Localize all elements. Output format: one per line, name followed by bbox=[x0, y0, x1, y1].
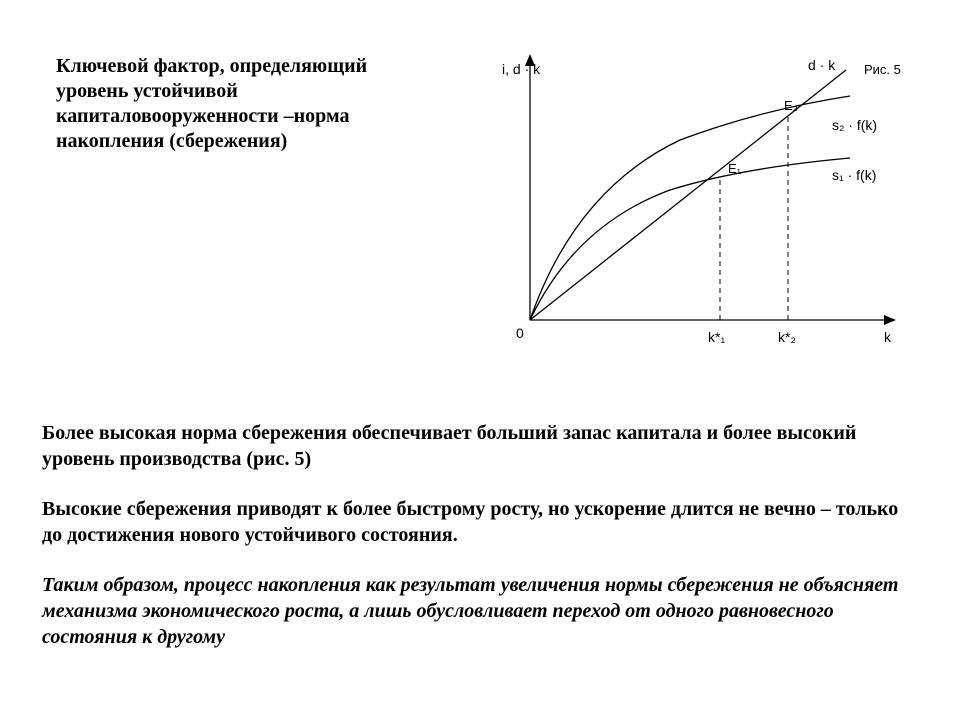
label-s2fk: s₂ · f(k) bbox=[832, 117, 877, 133]
label-e1: E₁ bbox=[728, 161, 742, 176]
y-axis-label: i, d · k bbox=[502, 61, 541, 77]
paragraph-2: Высокие сбережения приводят к более быст… bbox=[42, 496, 922, 548]
intro-paragraph: Ключевой фактор, определяющий уровень ус… bbox=[56, 54, 396, 154]
x-axis-arrow bbox=[884, 315, 896, 325]
body-text: Более высокая норма сбережения обеспечив… bbox=[42, 420, 922, 674]
curve-s2fk bbox=[530, 96, 850, 320]
page: Ключевой фактор, определяющий уровень ус… bbox=[0, 0, 960, 720]
paragraph-3: Таким образом, процесс накопления как ре… bbox=[42, 572, 922, 650]
x-tick-2: k*₂ bbox=[778, 329, 796, 345]
line-dk bbox=[530, 70, 846, 320]
chart-caption: Рис. 5 bbox=[864, 62, 901, 77]
solow-chart: E₁ E₂ d · k s₂ · f(k) s₁ · f(k) i, d · k… bbox=[480, 40, 910, 370]
label-e2: E₂ bbox=[784, 98, 798, 113]
x-tick-1: k*₁ bbox=[708, 329, 725, 345]
label-s1fk: s₁ · f(k) bbox=[832, 167, 876, 183]
paragraph-1: Более высокая норма сбережения обеспечив… bbox=[42, 420, 922, 472]
x-axis-label: k bbox=[884, 329, 892, 345]
chart-svg: E₁ E₂ d · k s₂ · f(k) s₁ · f(k) i, d · k… bbox=[480, 40, 910, 370]
curve-s1fk bbox=[530, 158, 850, 320]
label-dk: d · k bbox=[808, 57, 836, 73]
origin-label: 0 bbox=[516, 325, 524, 341]
